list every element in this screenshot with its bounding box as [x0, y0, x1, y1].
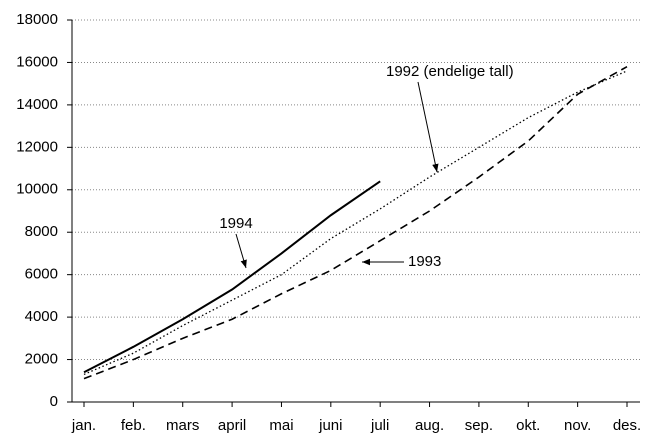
y-tick-label: 0 — [50, 393, 58, 410]
series-label: 1992 (endelige tall) — [386, 63, 514, 80]
y-tick-label: 8000 — [25, 223, 58, 240]
x-tick-label: aug. — [415, 417, 444, 434]
x-tick-label: nov. — [564, 417, 591, 434]
y-tick-label: 14000 — [16, 96, 58, 113]
series-line — [83, 180, 381, 374]
x-tick-label: okt. — [516, 417, 540, 434]
x-tick-label: juli — [370, 417, 389, 434]
y-tick-label: 2000 — [25, 351, 58, 368]
y-tick-label: 12000 — [16, 138, 58, 155]
y-tick-label: 16000 — [16, 53, 58, 70]
y-tick-label: 10000 — [16, 181, 58, 198]
series-line — [83, 70, 628, 376]
x-tick-label: sep. — [465, 417, 493, 434]
y-tick-label: 6000 — [25, 266, 58, 283]
x-tick-label: des. — [613, 417, 641, 434]
x-tick-label: mars — [166, 417, 199, 434]
series-label: 1994 — [219, 215, 252, 232]
annotation-arrow — [235, 233, 247, 269]
x-tick-label: mai — [269, 417, 293, 434]
series-label: 1993 — [408, 253, 441, 270]
series-line — [83, 65, 628, 380]
x-tick-label: jan. — [71, 417, 96, 434]
y-tick-label: 4000 — [25, 308, 58, 325]
annotation-arrow — [417, 81, 439, 173]
x-tick-label: feb. — [121, 417, 146, 434]
x-tick-label: april — [218, 417, 246, 434]
y-tick-label: 18000 — [16, 11, 58, 28]
x-tick-label: juni — [318, 417, 342, 434]
